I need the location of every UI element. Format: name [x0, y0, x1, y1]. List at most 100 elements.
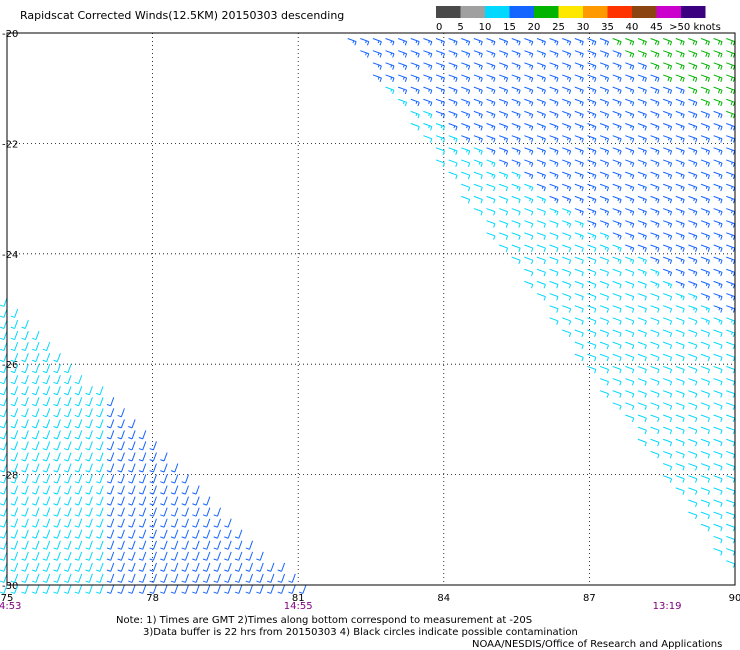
wind-barb	[536, 62, 546, 70]
wind-barb	[486, 123, 496, 131]
wind-barb	[726, 135, 736, 143]
wind-barb	[675, 329, 685, 337]
wind-barb	[700, 487, 710, 495]
wind-barb	[170, 463, 179, 473]
wind-barb	[461, 98, 471, 107]
wind-barb	[726, 378, 736, 386]
wind-barb	[700, 353, 710, 362]
wind-barb	[42, 507, 51, 517]
wind-barb	[138, 474, 147, 484]
wind-barb	[524, 232, 534, 240]
wind-barb	[10, 584, 19, 594]
wind-barb	[117, 540, 125, 550]
wind-barb	[726, 208, 736, 216]
wind-barb	[498, 195, 509, 204]
wind-barb	[625, 208, 635, 216]
wind-barb	[106, 463, 115, 473]
wind-barb	[298, 584, 307, 594]
wind-barb	[96, 529, 104, 539]
wind-barb	[410, 38, 420, 46]
wind-barb	[625, 135, 635, 143]
wind-barb	[117, 452, 125, 462]
wind-barb	[511, 159, 521, 167]
wind-barb	[549, 123, 559, 131]
wind-barb	[713, 329, 723, 337]
wind-barb	[0, 352, 8, 363]
wind-barb	[192, 507, 200, 517]
y-tick-label: -26	[2, 360, 18, 371]
wind-barb	[574, 256, 584, 265]
wind-barb	[10, 386, 19, 396]
wind-barb	[700, 511, 710, 520]
wind-barb	[32, 430, 40, 440]
wind-barb	[448, 86, 458, 95]
wind-barb	[675, 487, 685, 495]
wind-barb	[700, 305, 710, 313]
wind-barb	[170, 507, 179, 517]
wind-barb	[234, 584, 243, 594]
wind-barb	[625, 365, 635, 374]
wind-barb	[713, 183, 723, 192]
wind-barb	[599, 232, 610, 240]
wind-barb	[181, 496, 189, 506]
wind-barb	[688, 499, 698, 507]
wind-barb	[423, 50, 433, 58]
wind-barb	[700, 38, 710, 46]
wind-barb	[662, 438, 673, 447]
wind-barb	[688, 38, 698, 46]
wind-barb	[149, 562, 157, 572]
wind-barb	[650, 329, 660, 337]
wind-barb	[288, 573, 296, 583]
wind-barb	[599, 110, 610, 119]
colorbar-swatch	[632, 6, 657, 18]
wind-barb	[574, 50, 584, 58]
wind-barb	[662, 208, 673, 216]
wind-barb	[96, 540, 104, 550]
wind-barb	[574, 123, 584, 131]
wind-barb	[42, 341, 51, 352]
wind-barb	[266, 562, 275, 572]
wind-barb	[473, 195, 483, 204]
wind-barb	[675, 341, 685, 350]
wind-barb	[486, 232, 496, 240]
wind-barb	[128, 518, 136, 528]
wind-barb	[675, 135, 685, 143]
wind-barb	[562, 98, 572, 107]
wind-barb	[612, 232, 622, 240]
wind-barb	[10, 496, 19, 506]
wind-barb	[511, 183, 521, 192]
wind-barb	[10, 452, 19, 462]
wind-barb	[713, 487, 723, 495]
wind-barb	[675, 414, 685, 422]
wind-barb	[713, 38, 723, 46]
wind-barb	[662, 353, 673, 362]
wind-barb	[423, 38, 433, 46]
wind-barb	[498, 208, 509, 216]
wind-barb	[96, 452, 104, 462]
wind-barb	[574, 305, 584, 313]
wind-barb	[21, 562, 29, 572]
wind-barb	[0, 474, 8, 484]
wind-barb	[224, 540, 232, 550]
wind-barb	[42, 364, 51, 374]
wind-barb	[170, 529, 179, 539]
wind-barb	[650, 50, 660, 58]
wind-barb	[662, 98, 673, 107]
wind-barb	[700, 426, 710, 435]
wind-barb	[85, 496, 93, 506]
wind-barb	[536, 183, 546, 192]
wind-barb	[10, 308, 19, 318]
wind-barb	[675, 353, 685, 362]
wind-barb	[700, 256, 710, 265]
wind-barb	[662, 280, 673, 289]
wind-barb	[398, 74, 408, 82]
wind-barb	[599, 195, 610, 204]
wind-barb	[74, 452, 83, 462]
wind-barb	[549, 280, 559, 289]
wind-barb	[10, 463, 19, 473]
wind-barb	[536, 147, 546, 155]
wind-barb	[511, 208, 521, 216]
wind-barb	[713, 378, 723, 386]
wind-barb	[637, 62, 647, 70]
wind-barb	[53, 441, 61, 451]
